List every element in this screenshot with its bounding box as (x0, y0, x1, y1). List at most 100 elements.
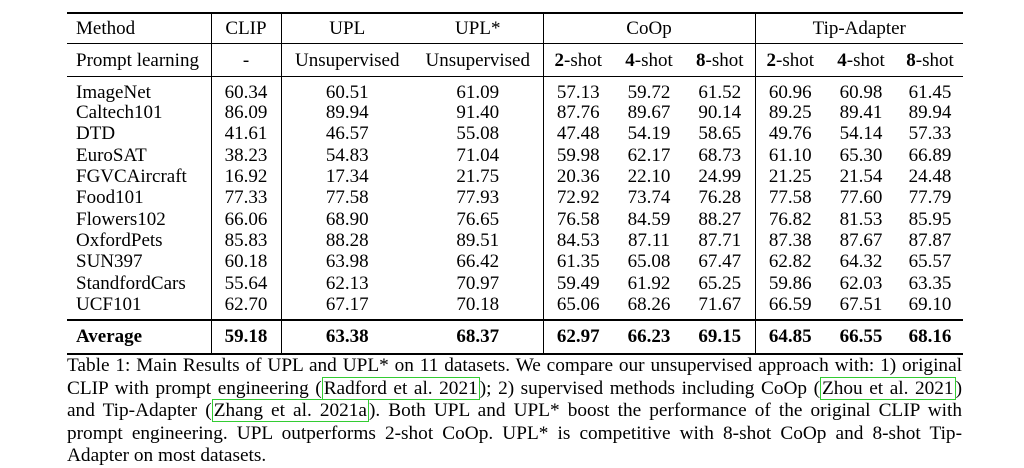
value-cell: 60.98 (839, 82, 883, 103)
value-cell: 63.98 (325, 251, 369, 273)
table-row: SUN397 60.18 63.98 66.42 61.35 65.08 67.47 62.8… (67, 251, 963, 273)
table-row: ImageNet 60.34 60.51 61.09 57.13 59.72 61.52 60… (67, 76, 963, 103)
value-cell: 57.13 (556, 82, 600, 103)
value-cell: 69.10 (908, 293, 952, 315)
value-cell: 59.72 (627, 82, 671, 103)
value-cell: 62.17 (627, 144, 671, 166)
value-cell: 49.76 (768, 123, 812, 145)
citation-zhang[interactable]: Zhang et al. 2021a (211, 399, 369, 423)
header-uplstar: UPL* (413, 12, 544, 44)
table-row: UCF101 62.70 67.17 70.18 65.06 68.26 71.67 66.5… (67, 293, 963, 320)
value-cell: 67.51 (839, 293, 883, 315)
value-cell: 61.52 (685, 76, 756, 102)
subheader-coop-8shot: 8-shot (685, 43, 756, 77)
value-cell: 88.28 (325, 229, 369, 251)
value-cell: 68.90 (325, 208, 369, 230)
value-cell: 81.53 (839, 208, 883, 230)
subheader-coop-2shot: 2-shot (543, 43, 613, 77)
value-cell: 21.54 (839, 166, 883, 188)
value-cell: 76.65 (413, 208, 544, 230)
table-row: Flowers102 66.06 68.90 76.65 76.58 84.59 88.27… (67, 208, 963, 230)
value-cell: 46.57 (325, 123, 369, 145)
value-cell: 60.34 (211, 76, 282, 102)
subheader-uplstar: Unsupervised (413, 43, 544, 77)
value-cell: 57.33 (908, 123, 952, 145)
value-cell: 87.11 (627, 229, 671, 251)
value-cell: 76.58 (556, 208, 600, 230)
subheader-coop-4shot: 4-shot (613, 43, 685, 77)
value-cell: 72.92 (556, 187, 600, 209)
value-cell: 84.53 (556, 229, 600, 251)
value-cell: 77.58 (325, 187, 369, 209)
value-cell: 68.26 (627, 293, 671, 315)
value-cell: 64.32 (839, 251, 883, 273)
value-cell: 88.27 (685, 208, 756, 230)
citation-radford[interactable]: Radford et al. 2021 (321, 376, 480, 400)
table-caption: Table 1: Main Results of UPL and UPL* on… (67, 355, 962, 468)
subheader-tip-8shot: 8-shot (897, 43, 963, 77)
table-row: Caltech101 86.09 89.94 91.40 87.76 89.67 90.14… (67, 102, 963, 124)
value-cell: 89.94 (325, 102, 369, 124)
value-cell: 61.10 (768, 144, 812, 166)
value-cell: 20.36 (556, 166, 600, 188)
average-coop-2shot: 62.97 (543, 318, 613, 355)
value-cell: 65.57 (908, 251, 952, 273)
dataset-name-cell: StandfordCars (67, 272, 212, 294)
value-cell: 62.82 (768, 251, 812, 273)
table-row: OxfordPets 85.83 88.28 89.51 84.53 87.11 87.71… (67, 229, 963, 252)
subheader-tip-4shot: 4-shot (825, 43, 897, 77)
subheader-upl: Unsupervised (281, 43, 413, 77)
value-cell: 65.30 (839, 144, 883, 166)
table-row: FGVCAircraft 16.92 17.34 21.75 20.36 22.10 24.… (67, 165, 963, 188)
table-row: DTD 41.61 46.57 55.08 47.48 54.19 58.65 49.76 54… (67, 123, 963, 145)
value-cell: 59.98 (556, 144, 600, 166)
value-cell: 77.79 (908, 187, 952, 209)
value-cell: 61.35 (556, 251, 600, 273)
dataset-name-cell: Food101 (67, 187, 212, 209)
value-cell: 66.59 (768, 293, 812, 315)
dataset-name-cell: ImageNet (67, 76, 212, 102)
table-row: StandfordCars 55.64 62.13 70.97 59.49 61.92 65… (67, 272, 963, 294)
value-cell: 76.28 (685, 187, 756, 209)
value-cell: 17.34 (325, 166, 369, 188)
value-cell: 63.35 (908, 272, 952, 294)
value-cell: 67.17 (325, 293, 369, 315)
dataset-name-cell: SUN397 (67, 251, 212, 273)
value-cell: 65.25 (685, 272, 756, 294)
value-cell: 86.09 (211, 102, 282, 124)
value-cell: 62.03 (839, 272, 883, 294)
value-cell: 54.14 (839, 123, 883, 145)
value-cell: 60.96 (768, 82, 812, 103)
average-upl: 63.38 (281, 318, 413, 355)
dataset-name-cell: OxfordPets (67, 229, 212, 252)
value-cell: 77.93 (413, 187, 544, 209)
value-cell: 85.83 (211, 229, 282, 252)
value-cell: 22.10 (627, 166, 671, 188)
value-cell: 70.18 (413, 293, 544, 320)
subheader-tip-2shot: 2-shot (755, 43, 825, 77)
value-cell: 21.75 (413, 165, 544, 188)
header-clip: CLIP (211, 12, 282, 44)
value-cell: 47.48 (556, 123, 600, 145)
header-method: Method (67, 12, 212, 44)
value-cell: 21.25 (768, 166, 812, 188)
value-cell: 90.14 (685, 102, 756, 124)
value-cell: 87.76 (556, 102, 600, 124)
value-cell: 55.64 (211, 272, 282, 294)
value-cell: 85.95 (908, 208, 952, 230)
value-cell: 24.48 (908, 166, 952, 188)
value-cell: 61.92 (627, 272, 671, 294)
value-cell: 77.33 (211, 187, 282, 209)
value-cell: 87.38 (768, 229, 812, 251)
value-cell: 62.70 (211, 293, 282, 320)
citation-zhou[interactable]: Zhou et al. 2021 (820, 376, 956, 400)
caption-text-2: ); 2) supervised methods including CoOp … (479, 377, 820, 399)
value-cell: 67.47 (685, 251, 756, 273)
value-cell: 61.09 (413, 76, 544, 102)
value-cell: 89.41 (839, 102, 883, 124)
subheader-prompt-learning: Prompt learning (67, 43, 212, 77)
value-cell: 84.59 (627, 208, 671, 230)
value-cell: 71.04 (413, 144, 544, 166)
value-cell: 65.06 (556, 293, 600, 315)
dataset-name-cell: DTD (67, 123, 212, 145)
